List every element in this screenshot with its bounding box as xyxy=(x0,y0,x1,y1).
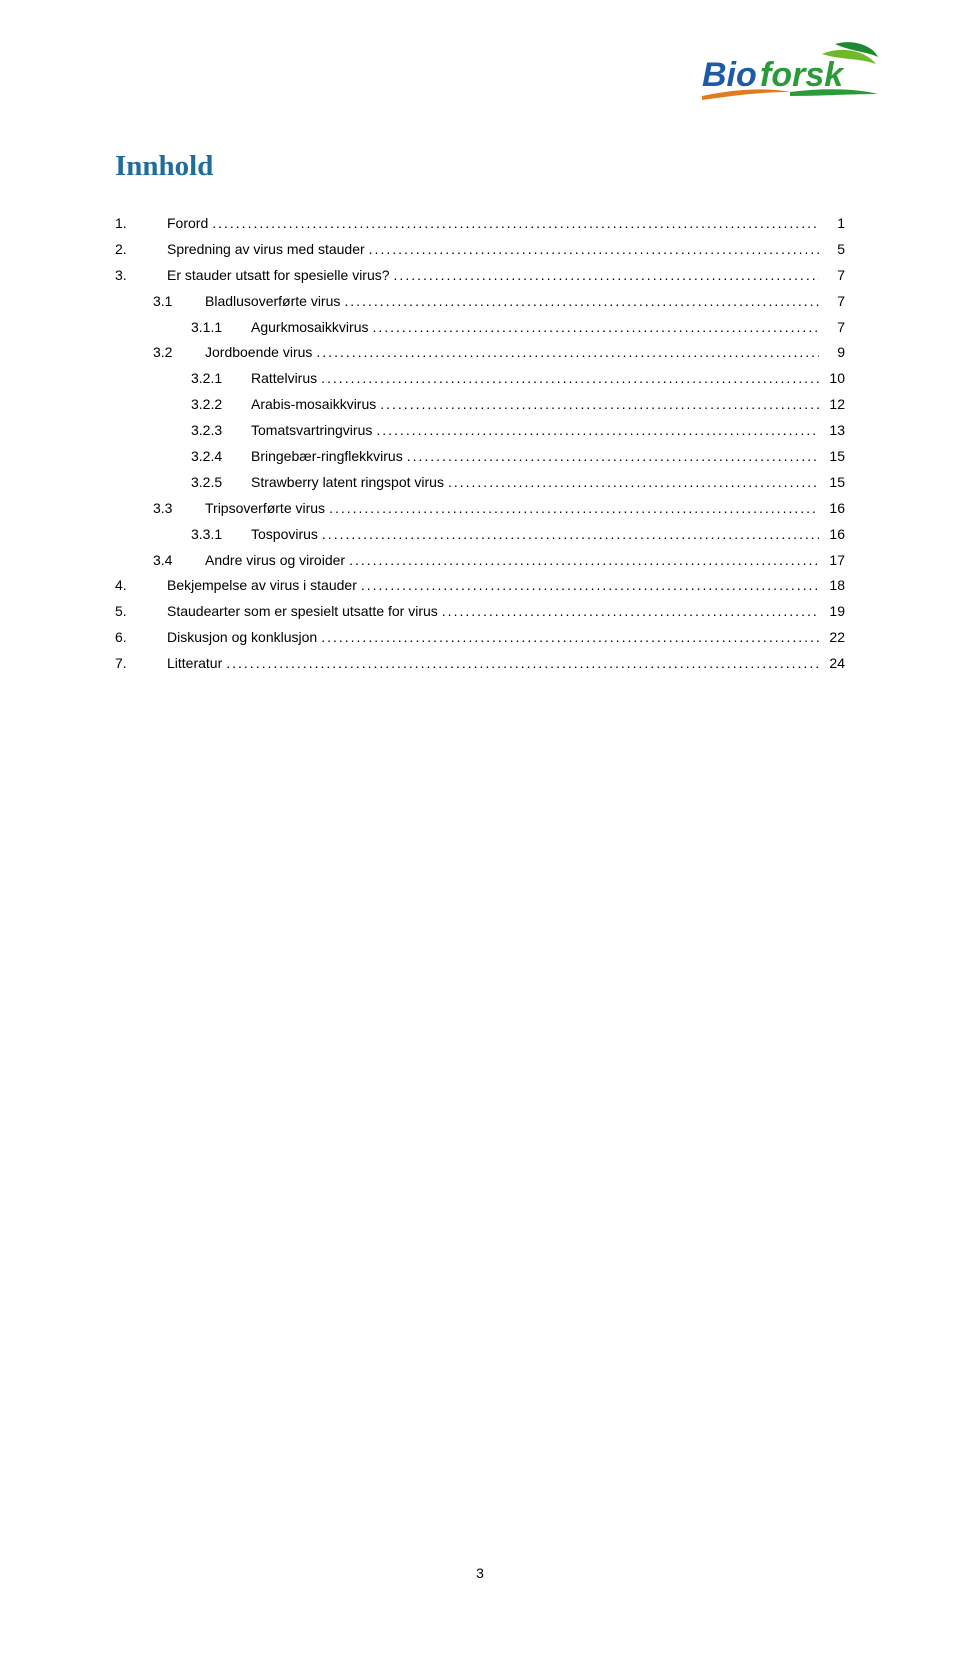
toc-entry[interactable]: 3.2.2Arabis-mosaikkvirus 12 xyxy=(115,392,845,418)
toc-entry-page: 16 xyxy=(823,522,845,548)
toc-entry[interactable]: 3.1.1Agurkmosaikkvirus 7 xyxy=(115,315,845,341)
toc-leader-dots xyxy=(212,211,819,237)
toc-entry-label: Tripsoverførte virus xyxy=(205,496,325,522)
toc-entry[interactable]: 3.3.1Tospovirus 16 xyxy=(115,522,845,548)
toc-entry-number: 3.3 xyxy=(153,496,205,522)
toc-entry[interactable]: 3.2Jordboende virus 9 xyxy=(115,340,845,366)
toc-entry-number: 3. xyxy=(115,263,167,289)
page-number: 3 xyxy=(0,1565,960,1581)
toc-entry-number: 3.4 xyxy=(153,548,205,574)
toc-leader-dots xyxy=(349,548,819,574)
toc-entry-number: 3.2.3 xyxy=(191,418,251,444)
toc-entry-label: Litteratur xyxy=(167,651,222,677)
toc-leader-dots xyxy=(329,496,819,522)
toc-entry-page: 10 xyxy=(823,366,845,392)
toc-entry-number: 3.2.1 xyxy=(191,366,251,392)
toc-leader-dots xyxy=(376,418,819,444)
toc-entry[interactable]: 3.Er stauder utsatt for spesielle virus?… xyxy=(115,263,845,289)
toc-entry-number: 3.2.2 xyxy=(191,392,251,418)
toc-leader-dots xyxy=(361,573,819,599)
toc-entry[interactable]: 5.Staudearter som er spesielt utsatte fo… xyxy=(115,599,845,625)
toc-entry-label: Bladlusoverførte virus xyxy=(205,289,340,315)
toc-leader-dots xyxy=(448,470,819,496)
toc-entry[interactable]: 3.2.1Rattelvirus 10 xyxy=(115,366,845,392)
toc-leader-dots xyxy=(407,444,819,470)
toc-entry-label: Agurkmosaikkvirus xyxy=(251,315,368,341)
toc-entry-label: Andre virus og viroider xyxy=(205,548,345,574)
toc-entry[interactable]: 3.3Tripsoverførte virus 16 xyxy=(115,496,845,522)
toc-entry-label: Bringebær-ringflekkvirus xyxy=(251,444,403,470)
toc-entry-label: Diskusjon og konklusjon xyxy=(167,625,317,651)
toc-entry-label: Arabis-mosaikkvirus xyxy=(251,392,376,418)
toc-heading: Innhold xyxy=(115,150,845,183)
toc-entry[interactable]: 4.Bekjempelse av virus i stauder 18 xyxy=(115,573,845,599)
toc-entry[interactable]: 3.1Bladlusoverførte virus 7 xyxy=(115,289,845,315)
toc-leader-dots xyxy=(321,625,819,651)
toc-entry-number: 1. xyxy=(115,211,167,237)
toc-entry-label: Bekjempelse av virus i stauder xyxy=(167,573,357,599)
toc-entry[interactable]: 3.4Andre virus og viroider 17 xyxy=(115,548,845,574)
toc-entry-number: 3.2.4 xyxy=(191,444,251,470)
toc-entry-number: 7. xyxy=(115,651,167,677)
toc-entry-page: 9 xyxy=(823,340,845,366)
toc-leader-dots xyxy=(394,263,819,289)
toc-entry-label: Staudearter som er spesielt utsatte for … xyxy=(167,599,438,625)
toc-entry[interactable]: 3.2.5Strawberry latent ringspot virus 15 xyxy=(115,470,845,496)
toc-entry-page: 15 xyxy=(823,470,845,496)
toc-entry-label: Tomatsvartringvirus xyxy=(251,418,372,444)
toc-entry-number: 3.2 xyxy=(153,340,205,366)
toc-entry[interactable]: 3.2.4Bringebær-ringflekkvirus 15 xyxy=(115,444,845,470)
toc-entry-page: 5 xyxy=(823,237,845,263)
toc-entry-number: 4. xyxy=(115,573,167,599)
toc-entry-number: 3.1 xyxy=(153,289,205,315)
toc-entry-page: 18 xyxy=(823,573,845,599)
toc-entry-number: 5. xyxy=(115,599,167,625)
toc-entry-page: 7 xyxy=(823,263,845,289)
toc-entry-page: 13 xyxy=(823,418,845,444)
toc-leader-dots xyxy=(322,522,819,548)
logo-text-bio: Bio xyxy=(702,56,757,94)
toc-entry-label: Er stauder utsatt for spesielle virus? xyxy=(167,263,390,289)
toc-entry-page: 19 xyxy=(823,599,845,625)
toc-entry-page: 7 xyxy=(823,315,845,341)
page-container: Bio forsk Innhold 1.Forord12.Spredning a… xyxy=(0,0,960,677)
toc-entry-page: 1 xyxy=(823,211,845,237)
toc-entry-page: 7 xyxy=(823,289,845,315)
toc-leader-dots xyxy=(442,599,819,625)
toc-leader-dots xyxy=(380,392,819,418)
toc-entry[interactable]: 2.Spredning av virus med stauder 5 xyxy=(115,237,845,263)
toc-entry-number: 3.2.5 xyxy=(191,470,251,496)
toc-leader-dots xyxy=(369,237,819,263)
toc-entry-page: 12 xyxy=(823,392,845,418)
toc-entry-number: 6. xyxy=(115,625,167,651)
toc-entry-page: 22 xyxy=(823,625,845,651)
toc-entry-number: 3.3.1 xyxy=(191,522,251,548)
toc-entry-label: Rattelvirus xyxy=(251,366,317,392)
bioforsk-logo: Bio forsk xyxy=(700,42,880,102)
toc-entry-label: Jordboende virus xyxy=(205,340,312,366)
toc-entry-page: 16 xyxy=(823,496,845,522)
toc-entry-label: Forord xyxy=(167,211,208,237)
toc-leader-dots xyxy=(321,366,819,392)
toc-entry-label: Tospovirus xyxy=(251,522,318,548)
toc-entry-page: 17 xyxy=(823,548,845,574)
toc-entry[interactable]: 1.Forord 1 xyxy=(115,211,845,237)
toc-entry-number: 3.1.1 xyxy=(191,315,251,341)
toc-entry-page: 24 xyxy=(823,651,845,677)
toc-entry[interactable]: 7.Litteratur 24 xyxy=(115,651,845,677)
toc-leader-dots xyxy=(344,289,819,315)
toc-entry-label: Spredning av virus med stauder xyxy=(167,237,365,263)
toc-leader-dots xyxy=(226,651,819,677)
toc-entry[interactable]: 6.Diskusjon og konklusjon 22 xyxy=(115,625,845,651)
toc-entry-label: Strawberry latent ringspot virus xyxy=(251,470,444,496)
toc-entry[interactable]: 3.2.3Tomatsvartringvirus 13 xyxy=(115,418,845,444)
toc-entry-page: 15 xyxy=(823,444,845,470)
toc-leader-dots xyxy=(372,315,819,341)
toc-leader-dots xyxy=(316,340,819,366)
toc-entry-number: 2. xyxy=(115,237,167,263)
table-of-contents: 1.Forord12.Spredning av virus med staude… xyxy=(115,211,845,677)
